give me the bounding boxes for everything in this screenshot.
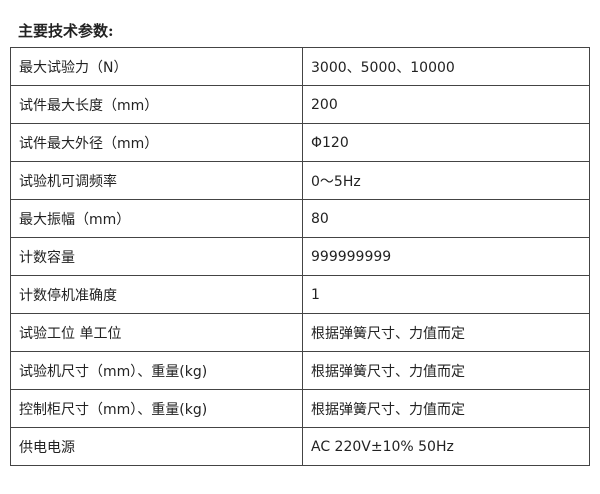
- param-name: 最大振幅（mm）: [10, 199, 303, 238]
- param-name: 试验机尺寸（mm）、重量(kg): [10, 351, 303, 390]
- param-name: 最大试验力（N）: [10, 47, 303, 86]
- param-value: AC 220V±10% 50Hz: [302, 427, 590, 466]
- table-row: 试验机可调频率 0～5Hz: [10, 161, 590, 200]
- param-value: 根据弹簧尺寸、力值而定: [302, 351, 590, 390]
- param-name: 试验工位 单工位: [10, 313, 303, 352]
- param-name: 试件最大外径（mm）: [10, 123, 303, 162]
- table-row: 最大试验力（N） 3000、5000、10000: [10, 47, 590, 86]
- param-name: 计数容量: [10, 237, 303, 276]
- table-row: 试件最大长度（mm） 200: [10, 85, 590, 124]
- param-name: 供电电源: [10, 427, 303, 466]
- param-value: 999999999: [302, 237, 590, 276]
- param-name: 计数停机准确度: [10, 275, 303, 314]
- param-value: Φ120: [302, 123, 590, 162]
- param-value: 3000、5000、10000: [302, 47, 590, 86]
- table-row: 试验机尺寸（mm）、重量(kg) 根据弹簧尺寸、力值而定: [10, 351, 590, 390]
- table-row: 计数停机准确度 1: [10, 275, 590, 314]
- param-value: 0～5Hz: [302, 161, 590, 200]
- table-row: 试验工位 单工位 根据弹簧尺寸、力值而定: [10, 313, 590, 352]
- section-title: 主要技术参数:: [18, 22, 114, 40]
- param-value: 80: [302, 199, 590, 238]
- param-value: 根据弹簧尺寸、力值而定: [302, 389, 590, 428]
- table-row: 供电电源 AC 220V±10% 50Hz: [10, 427, 590, 466]
- table-row: 最大振幅（mm） 80: [10, 199, 590, 238]
- spec-table: 最大试验力（N） 3000、5000、10000 试件最大长度（mm） 200 试件最大…: [10, 47, 590, 466]
- table-row: 计数容量 999999999: [10, 237, 590, 276]
- param-name: 控制柜尺寸（mm）、重量(kg): [10, 389, 303, 428]
- table-row: 控制柜尺寸（mm）、重量(kg) 根据弹簧尺寸、力值而定: [10, 389, 590, 428]
- param-name: 试验机可调频率: [10, 161, 303, 200]
- param-value: 根据弹簧尺寸、力值而定: [302, 313, 590, 352]
- param-value: 1: [302, 275, 590, 314]
- param-value: 200: [302, 85, 590, 124]
- table-row: 试件最大外径（mm） Φ120: [10, 123, 590, 162]
- param-name: 试件最大长度（mm）: [10, 85, 303, 124]
